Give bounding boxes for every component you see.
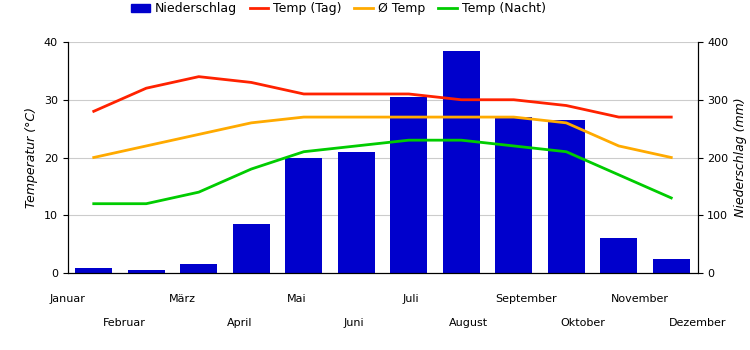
Bar (232, 224, 270, 273)
Bar (128, 270, 165, 273)
Bar (338, 152, 375, 273)
Y-axis label: Temperatur (°C): Temperatur (°C) (25, 107, 38, 208)
Text: Juni: Juni (344, 318, 364, 329)
Bar (390, 97, 427, 273)
Bar (548, 120, 585, 273)
Bar (180, 264, 218, 273)
Bar (442, 51, 480, 273)
Text: Juli: Juli (403, 294, 419, 304)
Text: Januar: Januar (50, 294, 86, 304)
Y-axis label: Niederschlag (mm): Niederschlag (mm) (734, 98, 747, 217)
Bar (495, 117, 532, 273)
Text: September: September (495, 294, 556, 304)
Text: Mai: Mai (286, 294, 307, 304)
Legend: Niederschlag, Temp (Tag), Ø Temp, Temp (Nacht): Niederschlag, Temp (Tag), Ø Temp, Temp (… (126, 0, 550, 20)
Text: Februar: Februar (104, 318, 146, 329)
Text: August: August (448, 318, 488, 329)
Text: März: März (169, 294, 196, 304)
Bar (652, 259, 690, 273)
Bar (600, 238, 637, 273)
Text: Dezember: Dezember (669, 318, 726, 329)
Text: Oktober: Oktober (560, 318, 605, 329)
Bar (285, 158, 322, 273)
Text: November: November (611, 294, 669, 304)
Text: April: April (226, 318, 252, 329)
Bar (75, 268, 112, 273)
